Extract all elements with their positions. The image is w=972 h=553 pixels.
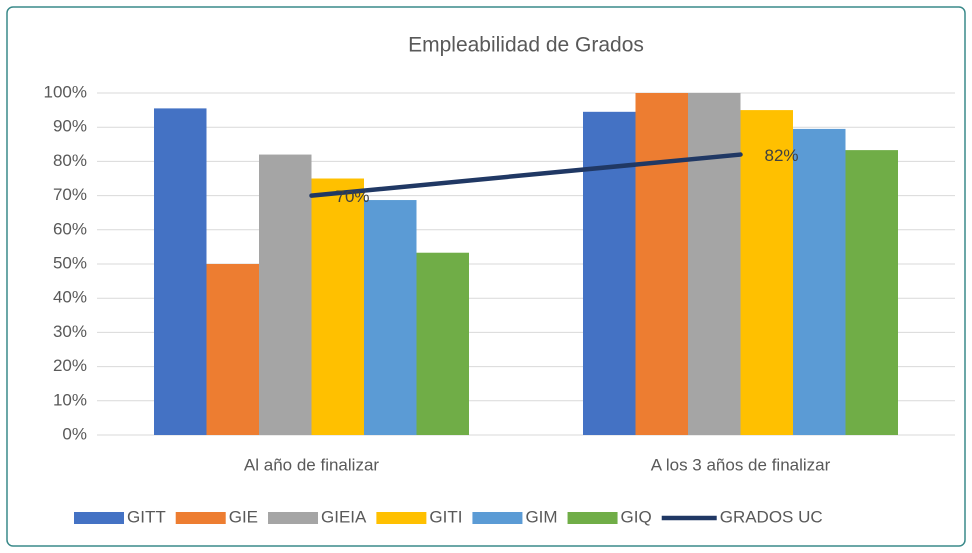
legend-swatch: [567, 512, 618, 524]
x-tick-label: A los 3 años de finalizar: [651, 455, 831, 474]
legend-swatch: [376, 512, 427, 524]
y-tick-label: 40%: [53, 288, 87, 307]
y-tick-label: 100%: [44, 82, 87, 101]
data-label: 82%: [765, 146, 799, 165]
y-tick-label: 10%: [53, 390, 87, 409]
bar: [416, 252, 469, 435]
y-tick-label: 0%: [62, 424, 87, 443]
bar: [845, 150, 898, 435]
legend-label: GIM: [525, 507, 557, 526]
y-tick-label: 70%: [53, 185, 87, 204]
y-tick-label: 90%: [53, 117, 87, 136]
bar: [583, 111, 636, 435]
data-label: 70%: [336, 187, 370, 206]
legend-swatch: [268, 512, 319, 524]
chart-title: Empleabilidad de Grados: [408, 34, 644, 57]
legend-label: GRADOS UC: [720, 507, 823, 526]
bar: [793, 128, 846, 435]
y-tick-label: 30%: [53, 322, 87, 341]
legend-label: GITT: [127, 507, 166, 526]
x-tick-label: Al año de finalizar: [244, 455, 379, 474]
bar: [635, 93, 688, 435]
bar: [154, 108, 207, 435]
bar: [688, 93, 741, 435]
line: [309, 152, 743, 198]
legend-label: GIQ: [621, 507, 652, 526]
legend-swatch: [74, 512, 124, 524]
y-tick-label: 20%: [53, 356, 87, 375]
bar: [311, 178, 364, 435]
bar: [206, 264, 259, 435]
legend-label: GITI: [429, 507, 462, 526]
legend-swatch: [472, 512, 523, 524]
y-tick-label: 60%: [53, 219, 87, 238]
y-tick-label: 80%: [53, 151, 87, 170]
bar: [364, 200, 417, 435]
legend-swatch: [175, 512, 226, 524]
y-tick-label: 50%: [53, 253, 87, 272]
legend-label: GIEIA: [321, 507, 367, 526]
legend-label: GIE: [229, 507, 258, 526]
bar: [259, 154, 312, 435]
bar: [740, 110, 793, 435]
